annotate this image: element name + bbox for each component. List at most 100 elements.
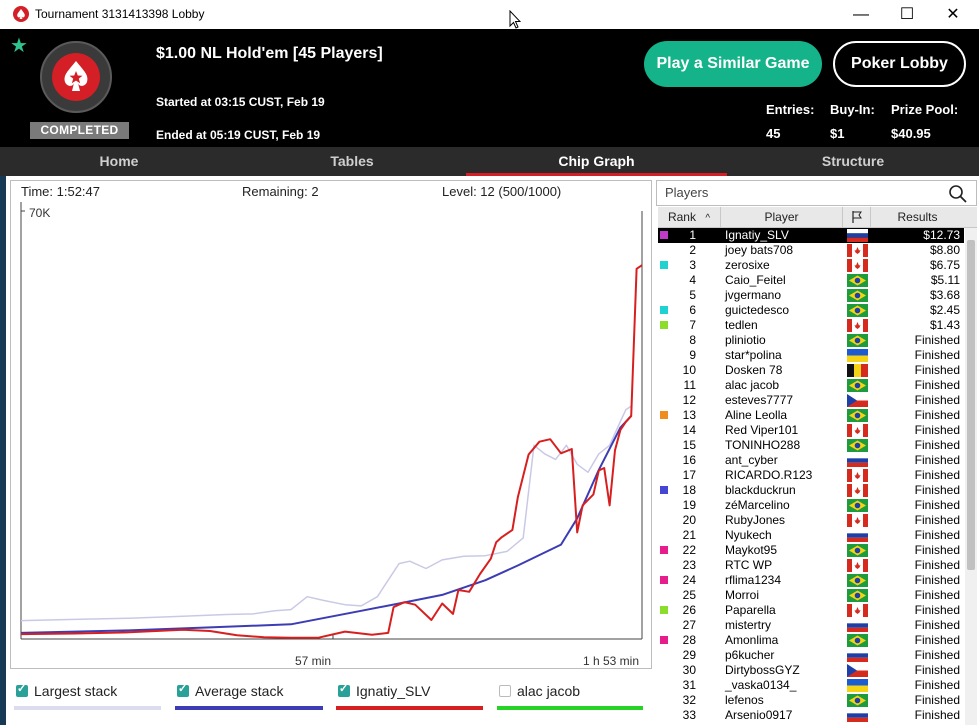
- player-name: Amonlima: [725, 633, 779, 647]
- country-flag-icon: [847, 664, 868, 677]
- player-result: Finished: [914, 513, 960, 527]
- player-name: guictedesco: [725, 303, 790, 317]
- legend-swatch: [336, 706, 483, 710]
- player-rank: 27: [682, 618, 696, 632]
- close-button[interactable]: ✕: [930, 0, 976, 29]
- tab-bar: Home Tables Chip Graph Structure: [0, 147, 979, 176]
- player-row[interactable]: 33 Arsenio0917 Finished: [658, 708, 964, 723]
- rank-column-header[interactable]: Rank ^: [658, 207, 721, 227]
- country-flag-icon: [847, 529, 868, 542]
- player-row[interactable]: 29 p6kucher Finished: [658, 648, 964, 663]
- alac-jacob-checkbox[interactable]: [499, 685, 511, 697]
- player-row[interactable]: 14 Red Viper101 Finished: [658, 423, 964, 438]
- country-column-header[interactable]: [843, 207, 871, 227]
- player-row[interactable]: 12 esteves7777 Finished: [658, 393, 964, 408]
- player-row[interactable]: 5 jvgermano $3.68: [658, 288, 964, 303]
- largest-stack-checkbox[interactable]: [16, 682, 28, 697]
- player-color-swatch: [660, 321, 668, 329]
- player-row[interactable]: 18 blackduckrun Finished: [658, 483, 964, 498]
- player-row[interactable]: 2 joey bats708 $8.80: [658, 243, 964, 258]
- player-name: ant_cyber: [725, 453, 778, 467]
- average-stack-checkbox[interactable]: [177, 682, 189, 697]
- player-name: Caio_Feitel: [725, 273, 786, 287]
- player-name: mistertry: [725, 618, 771, 632]
- player-row[interactable]: 28 Amonlima Finished: [658, 633, 964, 648]
- poker-lobby-button[interactable]: Poker Lobby: [833, 41, 966, 87]
- tab-tables[interactable]: Tables: [330, 153, 374, 169]
- player-rank: 12: [682, 393, 696, 407]
- maximize-icon: ☐: [899, 6, 915, 23]
- player-row[interactable]: 30 DirtybossGYZ Finished: [658, 663, 964, 678]
- player-row[interactable]: 23 RTC WP Finished: [658, 558, 964, 573]
- maximize-button[interactable]: ☐: [884, 0, 930, 29]
- status-badge: COMPLETED: [30, 122, 129, 139]
- player-row[interactable]: 24 rflima1234 Finished: [658, 573, 964, 588]
- results-column-header[interactable]: Results: [897, 210, 938, 224]
- country-flag-icon: [847, 499, 868, 512]
- player-result: Finished: [914, 618, 960, 632]
- player-rank: 4: [689, 273, 696, 287]
- player-row[interactable]: 27 mistertry Finished: [658, 618, 964, 633]
- chart-level: Level: 12 (500/1000): [442, 184, 562, 199]
- player-row[interactable]: 6 guictedesco $2.45: [658, 303, 964, 318]
- player-rank: 2: [689, 243, 696, 257]
- player-name: DirtybossGYZ: [725, 663, 800, 677]
- ignatiy-checkbox[interactable]: [338, 682, 350, 697]
- player-row[interactable]: 32 lefenos Finished: [658, 693, 964, 708]
- player-rank: 13: [682, 408, 696, 422]
- mouse-cursor-icon: [509, 10, 521, 29]
- player-rank: 25: [682, 588, 696, 602]
- players-panel: Players Rank ^ Player Results 1 Ignatiy_S…: [656, 180, 979, 725]
- legend-label: alac jacob: [517, 683, 581, 699]
- player-rank: 26: [682, 603, 696, 617]
- player-row[interactable]: 26 Paparella Finished: [658, 603, 964, 618]
- player-result: $2.45: [929, 303, 960, 317]
- player-row[interactable]: 31 _vaska0134_ Finished: [658, 678, 964, 693]
- player-rank: 17: [682, 468, 696, 482]
- player-row[interactable]: 15 TONINHO288 Finished: [658, 438, 964, 453]
- player-row[interactable]: 22 Maykot95 Finished: [658, 543, 964, 558]
- player-row[interactable]: 17 RICARDO.R123 Finished: [658, 468, 964, 483]
- player-row[interactable]: 19 zéMarcelino Finished: [658, 498, 964, 513]
- player-name: rflima1234: [725, 573, 782, 587]
- tab-home[interactable]: Home: [99, 153, 139, 169]
- player-result: Finished: [914, 603, 960, 617]
- player-result: Finished: [914, 498, 960, 512]
- minimize-button[interactable]: —: [838, 0, 884, 29]
- player-row[interactable]: 10 Dosken 78 Finished: [658, 363, 964, 378]
- player-row[interactable]: 13 Aline Leolla Finished: [658, 408, 964, 423]
- favorite-star-icon[interactable]: ★: [10, 35, 28, 57]
- tab-structure[interactable]: Structure: [821, 153, 885, 169]
- players-table-header: Rank ^ Player Results: [658, 207, 977, 228]
- players-scrollbar[interactable]: [965, 228, 977, 725]
- tab-chip-graph[interactable]: Chip Graph: [558, 153, 635, 169]
- player-row[interactable]: 21 Nyukech Finished: [658, 528, 964, 543]
- spade-star-icon: [64, 61, 88, 91]
- player-name: lefenos: [725, 693, 764, 707]
- player-result: Finished: [914, 648, 960, 662]
- active-tab-indicator: [466, 173, 727, 176]
- country-flag-icon: [847, 454, 868, 467]
- player-column-header[interactable]: Player: [721, 207, 843, 227]
- player-row[interactable]: 3 zerosixe $6.75: [658, 258, 964, 273]
- player-row[interactable]: 8 pliniotio Finished: [658, 333, 964, 348]
- player-row[interactable]: 25 Morroi Finished: [658, 588, 964, 603]
- play-similar-game-button[interactable]: Play a Similar Game: [644, 41, 822, 87]
- player-name: RTC WP: [725, 558, 773, 572]
- player-row[interactable]: 16 ant_cyber Finished: [658, 453, 964, 468]
- legend-label: Average stack: [195, 683, 284, 699]
- country-flag-icon: [847, 259, 868, 272]
- prizepool-value: $40.95: [891, 126, 931, 141]
- player-row[interactable]: 9 star*polina Finished: [658, 348, 964, 363]
- player-name: joey bats708: [725, 243, 794, 257]
- player-row[interactable]: 11 alac jacob Finished: [658, 378, 964, 393]
- scrollbar-thumb[interactable]: [967, 240, 975, 570]
- search-icon[interactable]: [948, 184, 968, 204]
- player-row[interactable]: 4 Caio_Feitel $5.11: [658, 273, 964, 288]
- player-row[interactable]: 20 RubyJones Finished: [658, 513, 964, 528]
- player-row[interactable]: 7 tedlen $1.43: [658, 318, 964, 333]
- sort-asc-icon: ^: [705, 213, 711, 224]
- player-row[interactable]: 1 Ignatiy_SLV $12.73: [658, 228, 964, 243]
- players-search-field[interactable]: Players: [656, 180, 977, 206]
- player-result: Finished: [914, 588, 960, 602]
